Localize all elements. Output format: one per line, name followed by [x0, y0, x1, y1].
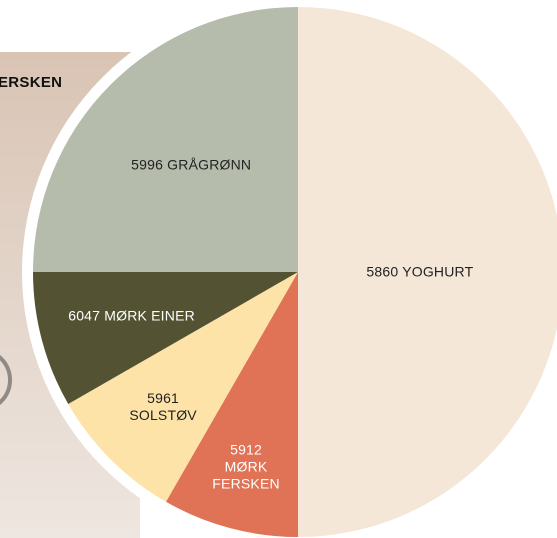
- background-label: ERSKEN: [0, 74, 62, 91]
- slice-label: 5860 YOGHURT: [350, 264, 490, 281]
- slice-label: 5912 MØRK FERSKEN: [211, 441, 281, 492]
- slice-label: 6047 MØRK EINER: [67, 308, 197, 325]
- page: ERSKEN 5860 YOGHURT 5912 MØRK FERSKEN5961…: [0, 0, 557, 538]
- slice-label: 5996 GRÅGRØNN: [111, 157, 271, 174]
- slice-label: 5961 SOLSTØV: [118, 390, 208, 424]
- pie-slice: [33, 7, 298, 272]
